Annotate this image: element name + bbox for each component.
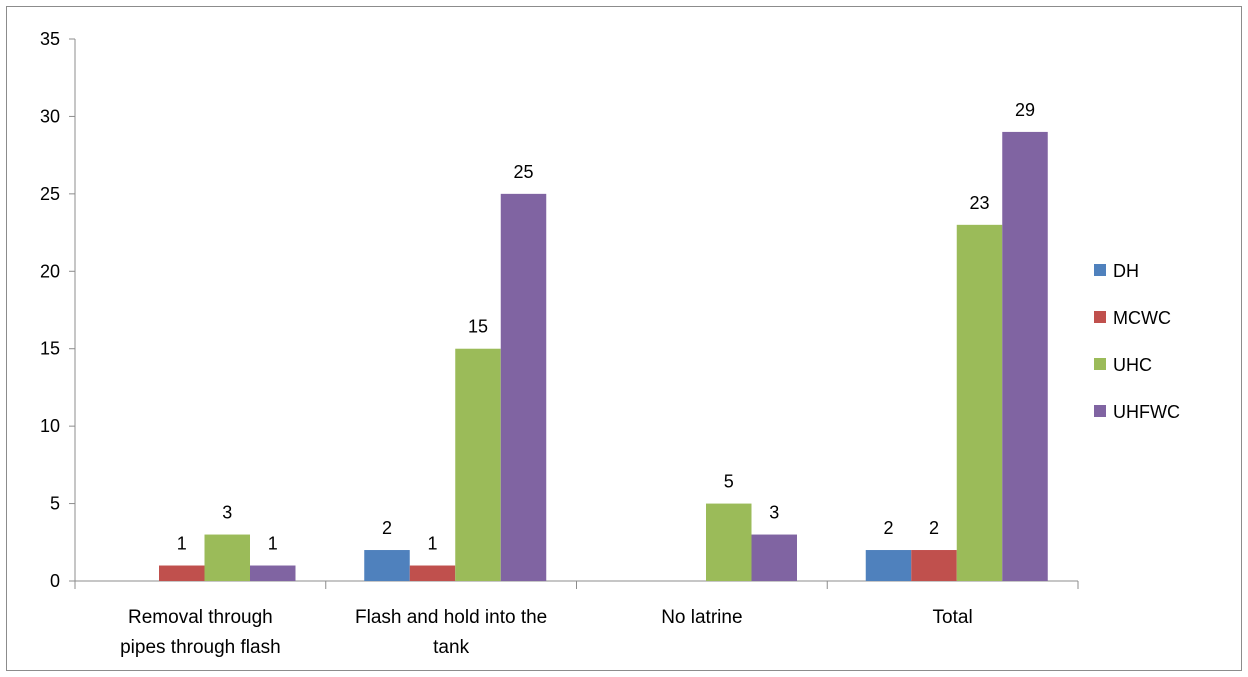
data-label: 1 <box>177 534 187 554</box>
legend-label-mcwc: MCWC <box>1113 308 1171 328</box>
bar-uhfwc-3 <box>1002 131 1048 581</box>
bar-mcwc-1 <box>409 565 456 581</box>
data-label: 29 <box>1015 100 1035 120</box>
bar-dh-1 <box>364 550 410 581</box>
data-label: 25 <box>513 162 533 182</box>
bar-dh-3 <box>865 550 912 581</box>
y-tick-label: 10 <box>40 416 60 436</box>
x-category-label: Removal through pipes through flash <box>120 607 281 658</box>
x-category-label: No latrine <box>661 607 742 628</box>
y-tick-label: 20 <box>40 261 60 281</box>
bar-uhc-3 <box>956 224 1003 582</box>
data-label: 1 <box>268 534 278 554</box>
x-axis: Removal through pipes through flash Flash … <box>74 580 1079 658</box>
bar-uhfwc-2 <box>751 534 797 581</box>
data-label: 2 <box>883 518 893 538</box>
data-label: 1 <box>427 534 437 554</box>
data-label: 3 <box>222 503 232 523</box>
x-category-label: Total <box>933 607 973 628</box>
legend-swatch-uhfwc <box>1094 405 1106 417</box>
y-axis: 0 5 10 15 20 25 30 35 <box>40 29 76 591</box>
data-labels: 1 3 1 2 1 15 25 5 3 2 2 23 29 <box>177 100 1035 554</box>
y-tick-label: 30 <box>40 106 60 126</box>
legend-swatch-dh <box>1094 264 1106 276</box>
y-tick-label: 5 <box>50 494 60 514</box>
legend-label-uhfwc: UHFWC <box>1113 402 1180 422</box>
legend-label-dh: DH <box>1113 261 1139 281</box>
bar-uhc-2 <box>706 503 752 581</box>
y-tick-label: 35 <box>40 29 60 49</box>
bar-mcwc-3 <box>911 550 957 581</box>
data-label: 2 <box>382 518 392 538</box>
data-label: 3 <box>769 503 779 523</box>
bars <box>159 131 1048 582</box>
data-label: 15 <box>468 317 488 337</box>
x-category-label: Flash and hold into the tank <box>355 607 547 658</box>
data-label: 2 <box>929 518 939 538</box>
bar-mcwc-0 <box>159 565 205 581</box>
legend-swatch-mcwc <box>1094 311 1106 323</box>
legend: DH MCWC UHC UHFWC <box>1094 261 1180 422</box>
legend-label-uhc: UHC <box>1113 355 1152 375</box>
bar-uhfwc-1 <box>500 193 547 581</box>
bar-uhc-0 <box>204 534 250 581</box>
y-tick-label: 15 <box>40 339 60 359</box>
data-label: 5 <box>724 472 734 492</box>
data-label: 23 <box>969 193 989 213</box>
bar-uhfwc-0 <box>250 565 296 581</box>
y-tick-label: 25 <box>40 184 60 204</box>
legend-swatch-uhc <box>1094 358 1106 370</box>
y-tick-label: 0 <box>50 571 60 591</box>
bar-uhc-1 <box>455 348 501 581</box>
